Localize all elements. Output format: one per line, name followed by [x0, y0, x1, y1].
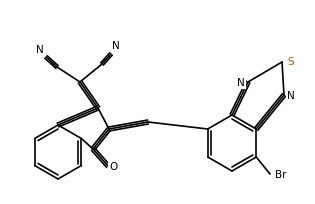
Text: N: N — [112, 41, 120, 51]
Text: Br: Br — [275, 170, 287, 180]
Text: S: S — [287, 57, 294, 67]
Text: O: O — [109, 162, 117, 172]
Text: N: N — [36, 45, 44, 55]
Text: N: N — [237, 78, 245, 88]
Text: N: N — [287, 91, 295, 101]
